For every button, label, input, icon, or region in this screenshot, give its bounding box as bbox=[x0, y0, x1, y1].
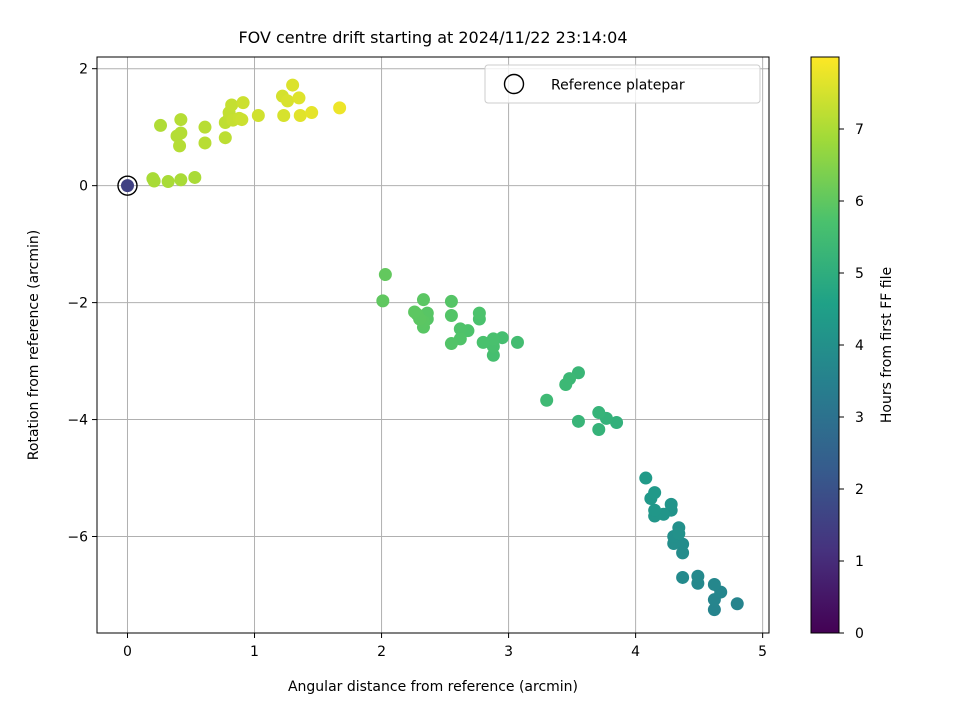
x-tick-label: 5 bbox=[758, 644, 767, 660]
scatter-point bbox=[293, 108, 307, 122]
scatter-point bbox=[147, 174, 161, 188]
scatter-point bbox=[251, 108, 265, 122]
scatter-point bbox=[559, 377, 573, 391]
scatter-point bbox=[188, 170, 202, 184]
scatter-point bbox=[174, 126, 188, 140]
legend-marker-open-circle bbox=[503, 73, 525, 95]
y-tick-label: 2 bbox=[79, 62, 88, 78]
colorbar-tick-label: 5 bbox=[855, 266, 864, 282]
colorbar-tick-label: 4 bbox=[855, 338, 864, 354]
scatter-point bbox=[476, 335, 490, 349]
reference-marker-layer bbox=[117, 175, 138, 196]
scatter-point bbox=[664, 497, 678, 511]
scatter-point bbox=[730, 597, 744, 611]
scatter-point bbox=[174, 113, 188, 127]
scatter-point bbox=[198, 136, 212, 150]
scatter-point bbox=[707, 577, 721, 591]
y-tick-label: −6 bbox=[67, 530, 88, 546]
scatter-point bbox=[161, 175, 175, 189]
scatter-point bbox=[376, 294, 390, 308]
scatter-point bbox=[648, 503, 662, 517]
scatter-point bbox=[235, 113, 249, 127]
data-points bbox=[120, 78, 744, 617]
colorbar: 0 1 2 3 4 5 6 7 Hours from first FF file bbox=[810, 56, 895, 642]
scatter-point bbox=[592, 422, 606, 436]
y-axis-ticks: 2 0 −2 −4 −6 bbox=[67, 62, 97, 546]
reference-platepar-marker bbox=[117, 175, 138, 196]
x-tick-label: 2 bbox=[377, 644, 386, 660]
colorbar-tick-label: 0 bbox=[855, 626, 864, 642]
scatter-point bbox=[676, 570, 690, 584]
x-tick-label: 3 bbox=[504, 644, 513, 660]
colorbar-tick-label: 2 bbox=[855, 482, 864, 498]
scatter-point bbox=[277, 108, 291, 122]
grid-lines bbox=[97, 57, 769, 633]
scatter-point bbox=[453, 322, 467, 336]
scatter-point bbox=[408, 305, 422, 319]
scatter-point bbox=[648, 486, 662, 500]
scatter-point bbox=[286, 78, 300, 92]
colorbar-ticks: 0 1 2 3 4 5 6 7 bbox=[839, 122, 864, 642]
scatter-point bbox=[540, 393, 554, 407]
scatter-point bbox=[639, 471, 653, 485]
scatter-point bbox=[225, 98, 239, 112]
scatter-point bbox=[510, 335, 524, 349]
scatter-point bbox=[292, 91, 306, 105]
scatter-point bbox=[610, 415, 624, 429]
scatter-point bbox=[472, 306, 486, 320]
y-axis-label: Rotation from reference (arcmin) bbox=[26, 230, 42, 460]
scatter-point bbox=[486, 332, 500, 346]
legend-label-reference-platepar: Reference platepar bbox=[551, 78, 685, 94]
scatter-point bbox=[236, 96, 250, 110]
scatter-point bbox=[154, 118, 168, 132]
y-tick-label: −2 bbox=[67, 296, 88, 312]
x-tick-label: 4 bbox=[631, 644, 640, 660]
scatter-point bbox=[444, 337, 458, 351]
scatter-point bbox=[444, 308, 458, 322]
x-axis-label: Angular distance from reference (arcmin) bbox=[288, 679, 578, 695]
chart-title: FOV centre drift starting at 2024/11/22 … bbox=[238, 28, 627, 47]
legend: Reference platepar bbox=[484, 64, 761, 104]
scatter-point bbox=[173, 139, 187, 153]
x-axis-ticks: 0 1 2 3 4 5 bbox=[123, 633, 767, 660]
colorbar-label: Hours from first FF file bbox=[879, 267, 895, 423]
scatter-point bbox=[416, 293, 430, 307]
scatter-point bbox=[333, 101, 347, 115]
y-tick-label: −4 bbox=[67, 413, 88, 429]
scatter-point bbox=[378, 268, 392, 282]
x-tick-label: 1 bbox=[250, 644, 259, 660]
colorbar-tick-label: 6 bbox=[855, 194, 864, 210]
scatter-point bbox=[571, 414, 585, 428]
colorbar-gradient bbox=[810, 56, 840, 634]
colorbar-tick-label: 7 bbox=[855, 122, 864, 138]
scatter-point bbox=[198, 120, 212, 134]
scatter-point bbox=[691, 569, 705, 583]
scatter-point bbox=[672, 527, 686, 541]
legend-box bbox=[484, 64, 761, 104]
colorbar-tick-label: 3 bbox=[855, 410, 864, 426]
scatter-point bbox=[218, 131, 232, 145]
scatter-point bbox=[444, 294, 458, 308]
scatter-point bbox=[281, 94, 295, 108]
scatter-point bbox=[174, 173, 188, 187]
scatter-point bbox=[592, 406, 606, 420]
scatter-point bbox=[707, 603, 721, 617]
plot-area-frame bbox=[96, 56, 770, 634]
scatter-point bbox=[305, 106, 319, 120]
y-tick-label: 0 bbox=[79, 179, 88, 195]
x-tick-label: 0 bbox=[123, 644, 132, 660]
colorbar-tick-label: 1 bbox=[855, 554, 864, 570]
scatter-point bbox=[120, 179, 134, 193]
